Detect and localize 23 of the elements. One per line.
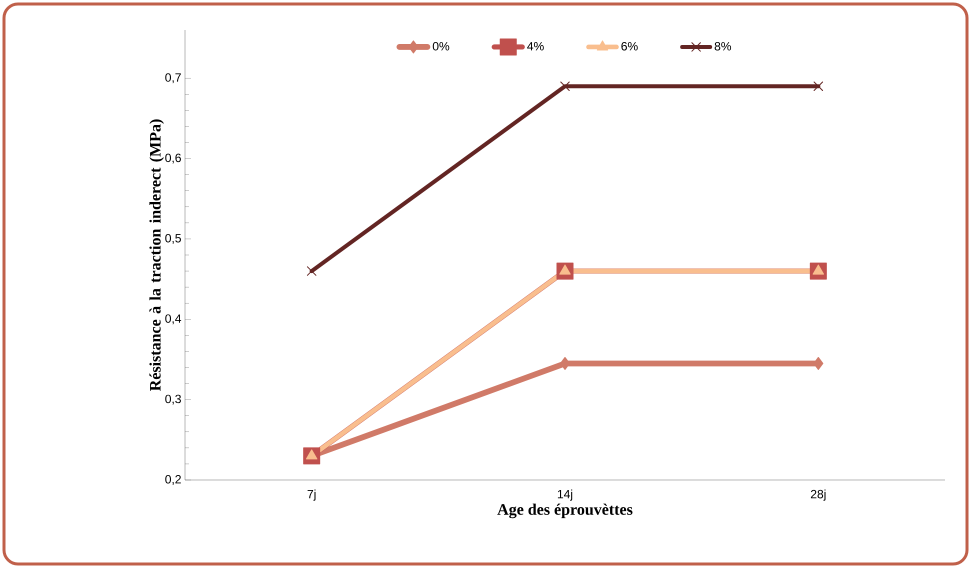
legend-label: 8%	[714, 42, 732, 50]
point	[813, 356, 824, 370]
y-tick-label: 0,6	[165, 154, 181, 164]
point	[559, 264, 571, 275]
y-tick-label: 0,5	[165, 234, 181, 244]
x-tick-label: 14j	[558, 490, 572, 501]
point	[560, 356, 570, 370]
y-tick-label: 0,2	[165, 475, 181, 485]
point	[306, 266, 316, 276]
x-axis-title: Age des éprouvèttes	[497, 504, 632, 518]
point	[306, 449, 318, 460]
point	[812, 264, 824, 275]
x-tick-label: 7j	[308, 490, 316, 501]
x-tick-label: 28j	[810, 490, 826, 501]
point	[560, 82, 570, 91]
y-tick-label: 0,3	[165, 394, 181, 405]
y-tick-label: 0,7	[165, 73, 181, 84]
y-axis-title: Résistance à la traction inderect (MPa)	[149, 119, 164, 391]
point	[814, 82, 824, 91]
legend-label: 4%	[527, 42, 544, 50]
legend-label: 6%	[621, 42, 638, 50]
y-tick-label: 0,4	[165, 314, 182, 324]
legend-label: 0%	[432, 42, 450, 50]
